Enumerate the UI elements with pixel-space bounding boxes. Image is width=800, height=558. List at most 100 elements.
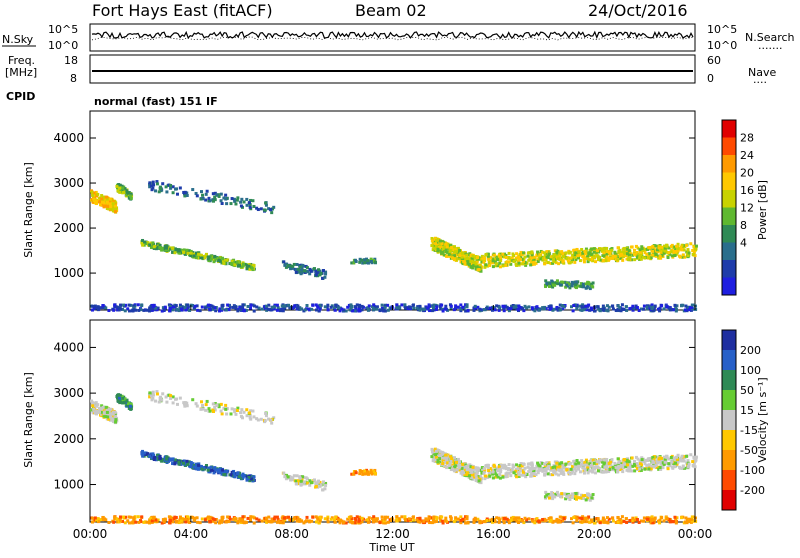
velocity-echo-cell	[255, 517, 259, 521]
velocity-echo-cell	[354, 471, 358, 475]
power-echo-cell	[583, 306, 587, 310]
power-echo-cell	[591, 259, 595, 263]
power-echo-cell	[592, 309, 596, 313]
power-echo-cell	[514, 305, 518, 309]
velocity-echo-cell	[481, 467, 485, 471]
power-echo-cell	[175, 192, 179, 196]
velocity-echo-cell	[495, 473, 499, 477]
velocity-echo-cell	[295, 517, 299, 521]
velocity-echo-cell	[148, 521, 152, 525]
power-echo-cell	[152, 303, 156, 307]
noise-search-line	[91, 36, 694, 41]
power-echo-cell	[186, 251, 190, 255]
velocity-echo-cell	[367, 516, 371, 520]
velocity-echo-cell	[647, 467, 651, 471]
velocity-echo-cell	[632, 459, 636, 463]
power-echo-cell	[124, 303, 128, 307]
power-echo-cell	[583, 257, 587, 261]
power-echo-cell	[546, 261, 550, 265]
velocity-echo-cell	[686, 465, 690, 469]
velocity-echo-cell	[152, 458, 156, 462]
velocity-echo-cell	[511, 463, 515, 467]
power-echo-cell	[647, 252, 651, 256]
power-echo-cell	[533, 255, 537, 259]
velocity-echo-cell	[544, 469, 548, 473]
velocity-echo-cell	[541, 518, 545, 522]
velocity-echo-cell	[299, 479, 303, 483]
velocity-echo-cell	[461, 517, 465, 521]
velocity-echo-cell	[155, 520, 159, 524]
velocity-echo-cell	[171, 401, 175, 405]
power-echo-cell	[191, 188, 195, 192]
power-echo-cell	[217, 258, 221, 262]
velocity-echo-cell	[251, 409, 255, 413]
power-echo-cell	[530, 256, 534, 260]
noise-tick-left-top: 10^5	[48, 23, 78, 36]
velocity-echo-cell	[265, 520, 269, 524]
velocity-echo-cell	[291, 476, 295, 480]
velocity-echo-cell	[213, 405, 217, 409]
velocity-echo-cell	[171, 395, 175, 399]
velocity-echo-cell	[398, 518, 402, 522]
velocity-echo-cell	[558, 462, 562, 466]
velocity-echo-cell	[483, 477, 487, 481]
velocity-echo-cell	[159, 397, 163, 401]
power-echo-cell	[354, 259, 358, 263]
velocity-echo-cell	[358, 515, 362, 519]
velocity-echo-cell	[443, 461, 447, 465]
power-echo-cell	[194, 256, 198, 260]
velocity-echo-cell	[687, 462, 691, 466]
velocity-echo-cell	[172, 517, 176, 521]
power-echo-cell	[224, 308, 228, 312]
velocity-echo-cell	[202, 466, 206, 470]
power-echo-cell	[93, 201, 97, 205]
velocity-echo-cell	[627, 464, 631, 468]
power-echo-cell	[177, 249, 181, 253]
power-echo-cell	[481, 256, 485, 260]
power-echo-cell	[523, 255, 527, 259]
velocity-echo-cell	[195, 516, 199, 520]
power-echo-cell	[622, 247, 626, 251]
velocity-echo-cell	[247, 411, 251, 415]
power-echo-cell	[353, 305, 357, 309]
velocity-echo-cell	[502, 517, 506, 521]
velocity-echo-cell	[659, 467, 663, 471]
power-echo-cell	[189, 254, 193, 258]
power-echo-cell	[249, 266, 253, 270]
velocity-echo-cell	[549, 473, 553, 477]
power-echo-cell	[235, 198, 239, 202]
power-echo-cell	[245, 264, 249, 268]
velocity-echo-cell	[145, 520, 149, 524]
velocity-echo-cell	[625, 458, 629, 462]
cpid-value: normal (fast) 151 IF	[94, 95, 218, 108]
velocity-echo-cell	[634, 516, 638, 520]
velocity-echo-cell	[207, 466, 211, 470]
power-ytick-label: 2000	[53, 221, 84, 235]
power-echo-cell	[113, 303, 117, 307]
velocity-echo-cell	[580, 517, 584, 521]
velocity-echo-cell	[555, 465, 559, 469]
velocity-echo-cell	[486, 463, 490, 467]
power-echo-cell	[156, 306, 160, 310]
power-echo-cell	[182, 190, 186, 194]
velocity-echo-cell	[565, 495, 569, 499]
velocity-echo-cell	[596, 469, 600, 473]
power-echo-cell	[298, 265, 302, 269]
power-echo-cell	[177, 309, 181, 313]
velocity-echo-cell	[519, 473, 523, 477]
power-colorbar-cell	[722, 190, 736, 208]
velocity-echo-cell	[558, 520, 562, 524]
velocity-echo-cell	[602, 520, 606, 524]
power-echo-cell	[661, 247, 665, 251]
power-echo-cell	[494, 264, 498, 268]
power-echo-cell	[589, 249, 593, 253]
power-echo-cell	[444, 247, 448, 251]
power-echo-cell	[633, 306, 637, 310]
power-echo-cell	[245, 203, 249, 207]
velocity-echo-cell	[571, 464, 575, 468]
velocity-echo-cell	[431, 459, 435, 463]
power-echo-cell	[673, 254, 677, 258]
velocity-echo-cell	[213, 408, 217, 412]
velocity-echo-cell	[188, 520, 192, 524]
power-echo-cell	[686, 253, 690, 257]
